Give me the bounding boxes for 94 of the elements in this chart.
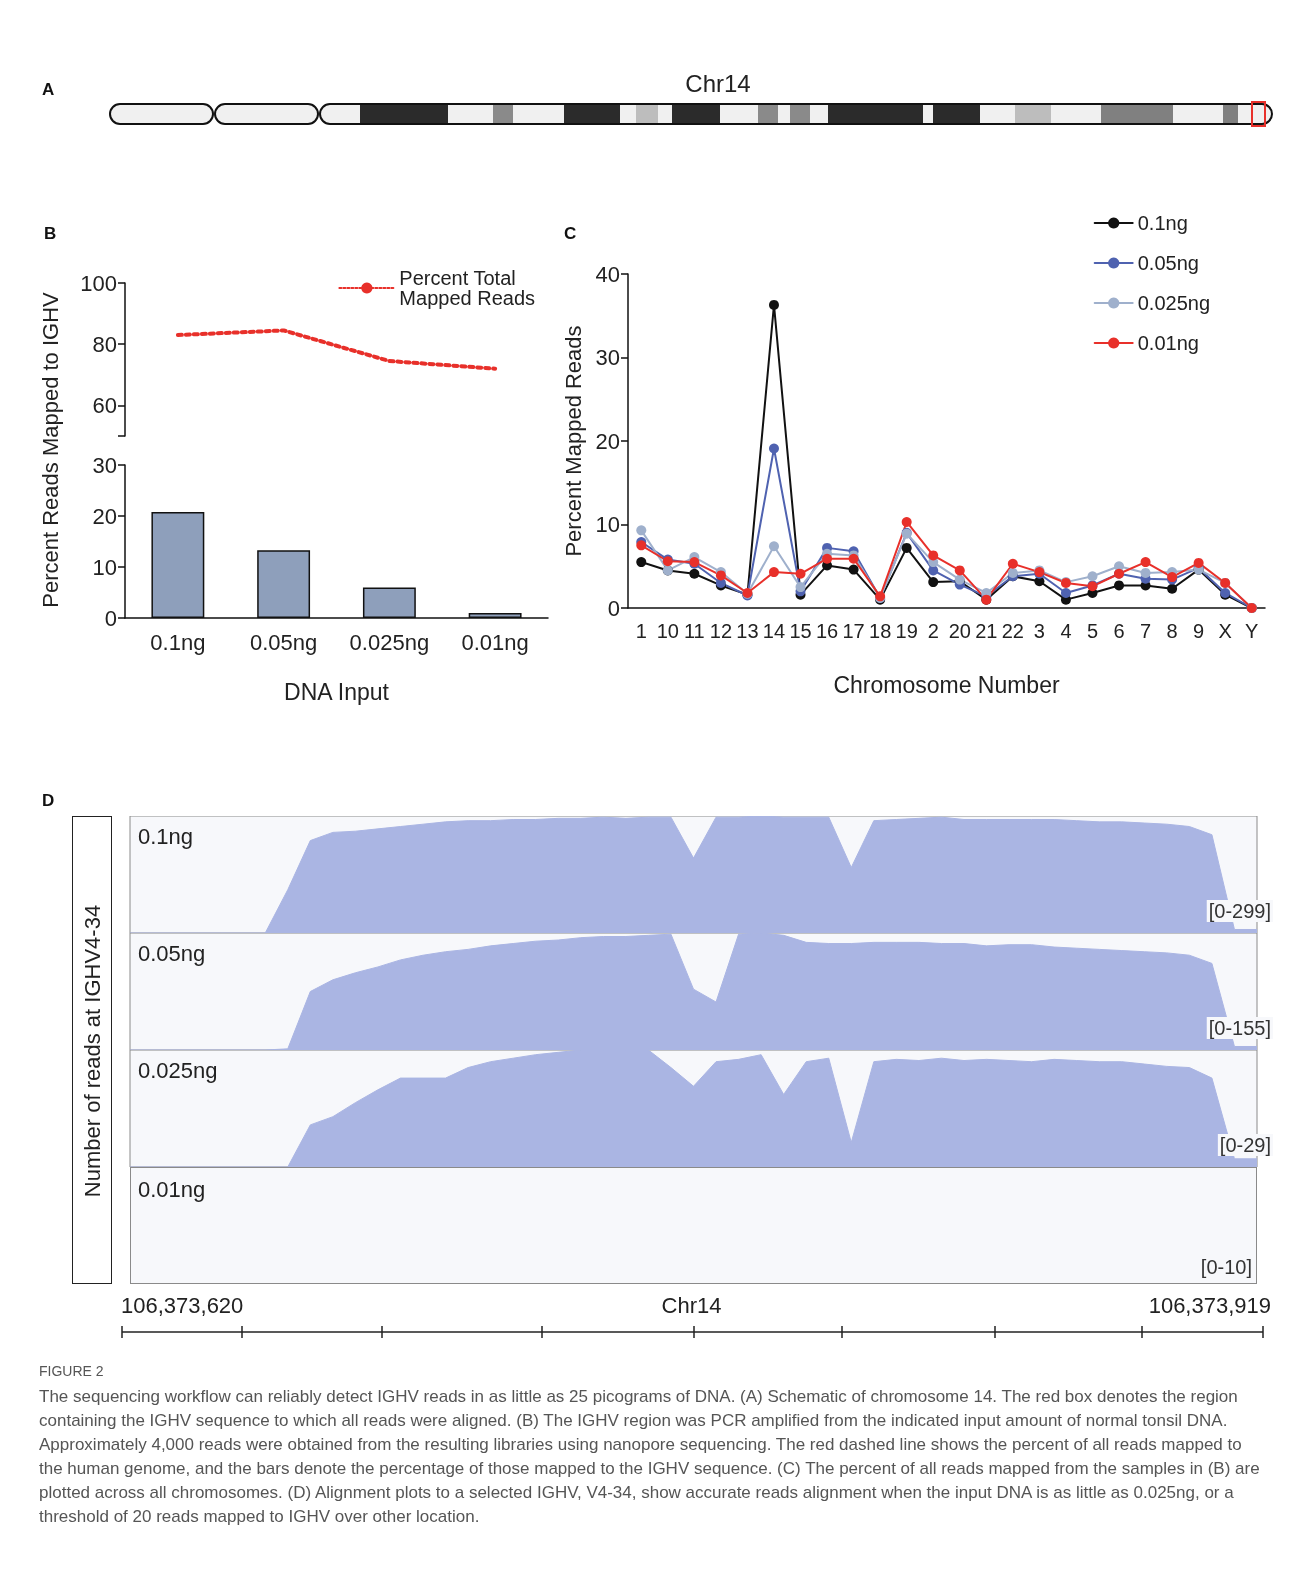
text: D (42, 791, 55, 811)
x-tick-label: 0.05ng (249, 629, 318, 655)
y-tick-label: 10 (595, 512, 620, 537)
point (768, 541, 779, 552)
y-tick-label: 0 (607, 595, 620, 621)
point (636, 525, 647, 536)
text: 0.05ng (138, 940, 206, 966)
x-axis-title: DNA Input (284, 678, 390, 705)
y-tick-label: 10 (92, 554, 117, 580)
x-tick-label: 7 (1140, 620, 1152, 642)
point (795, 568, 806, 579)
x-tick-label: 0.1ng (150, 629, 206, 655)
point (768, 443, 779, 454)
text: 0.1ng (138, 823, 194, 849)
point (901, 517, 912, 527)
point (848, 564, 859, 575)
y-tick-label: 20 (595, 428, 620, 454)
y-axis-title: Percent Reads Mapped to IGHV (37, 291, 63, 608)
legend-label: 0.01ng (1137, 332, 1199, 354)
point (795, 582, 806, 593)
text: A (42, 80, 55, 100)
point (636, 557, 647, 568)
x-tick-label: 8 (1166, 620, 1178, 642)
x-tick-label: 9 (1193, 620, 1205, 642)
x-tick-label: 11 (683, 620, 705, 642)
x-tick-label: 22 (1001, 620, 1024, 642)
x-tick-label: 1 (635, 620, 647, 642)
x-tick-label: 12 (709, 620, 733, 642)
text: Chr14 (685, 70, 751, 97)
y-axis-title: Number of reads at IGHV4-34 (80, 904, 106, 1198)
x-tick-label: 17 (842, 620, 865, 642)
x-tick-label: 19 (895, 620, 918, 642)
x-tick-label: 4 (1060, 620, 1072, 642)
point (928, 577, 939, 588)
legend-label: 0.05ng (1137, 252, 1199, 274)
annotation: [0-299] (1208, 900, 1271, 922)
x-tick-label: Y (1245, 620, 1259, 642)
point (689, 568, 700, 579)
point (1167, 583, 1178, 594)
y-tick-label: 40 (595, 261, 620, 287)
x-tick-label: 10 (656, 620, 679, 642)
x-tick-label: 0.025ng (349, 629, 430, 655)
x-tick-label: 2 (927, 620, 939, 642)
y-tick-label: 0 (104, 605, 117, 631)
text: B (44, 224, 57, 244)
x-tick-label: 18 (869, 620, 892, 642)
line-series (175, 328, 498, 371)
x-tick-label: 20 (948, 620, 971, 642)
y-axis-title: Percent Mapped Reads (561, 325, 587, 557)
text: 0.025ng (138, 1057, 218, 1083)
y-tick-label: 80 (92, 331, 117, 357)
text: 106,373,620 (121, 1293, 244, 1319)
point (901, 542, 912, 553)
text: Chr14 (661, 1293, 722, 1318)
text: [0-10] (1200, 1256, 1252, 1279)
point (1087, 571, 1098, 582)
legend-label: 0.1ng (1137, 212, 1188, 234)
annotation: [0-29] (1219, 1134, 1272, 1156)
annotation: [0-155] (1208, 1017, 1271, 1039)
y-tick-label: 60 (92, 392, 117, 418)
point (954, 565, 965, 576)
x-tick-label: 0.01ng (461, 629, 529, 655)
x-tick-label: 14 (762, 620, 786, 642)
y-tick-label: 30 (595, 345, 620, 370)
y-tick-label: 100 (80, 270, 117, 296)
point (1060, 587, 1071, 598)
point (1007, 567, 1018, 578)
x-tick-label: 5 (1086, 620, 1099, 642)
point (1193, 557, 1204, 568)
x-axis-title: Chromosome Number (833, 671, 1060, 698)
x-tick-label: 15 (789, 620, 812, 642)
x-tick-label: 3 (1033, 620, 1045, 642)
text: The sequencing workflow can reliably detect IGHV reads in as little as 25 picograms of DNA. (A) Schematic of chromosome 14. The red box denotes the region containing the IGHV sequence to which all reads were aligned. (B) The IGHV region was PCR amplified from the indicated input amount of normal tonsil DNA. Approximately 4,000 reads were obtained from the resulting libraries using nanopore sequencing. The red dashed line shows the percent of all reads mapped to the human genome, and the bars denote the percentage of those mapped to the IGHV sequence. (C) The percent of all reads mapped from the samples in (B) are plotted across all chromosomes. (D) Alignment plots to a selected IGHV, V4-34, show accurate reads alignment when the input DNA is as little as 0.025ng, or a threshold of 20 reads mapped to IGHV over other location. (39, 1386, 1261, 1528)
text: 106,373,919 (1148, 1293, 1271, 1319)
point (768, 299, 779, 310)
point (1140, 557, 1151, 568)
text: 0.01ng (138, 1177, 206, 1203)
legend-label: Percent Total Mapped Reads (399, 267, 536, 309)
point (1140, 567, 1151, 578)
point (928, 550, 939, 561)
x-tick-label: 16 (815, 620, 839, 642)
text: FIGURE 2 (39, 1363, 105, 1379)
x-tick-label: 13 (736, 620, 759, 642)
x-tick-label: X (1218, 620, 1232, 642)
point (822, 553, 833, 564)
point (1114, 580, 1125, 591)
y-tick-label: 30 (92, 452, 117, 478)
point (768, 567, 779, 578)
point (1007, 558, 1018, 569)
y-tick-label: 20 (92, 503, 117, 529)
legend-label: 0.025ng (1137, 292, 1210, 314)
text: C (564, 224, 577, 244)
x-tick-label: 6 (1113, 620, 1125, 642)
x-tick-label: 21 (975, 620, 998, 642)
